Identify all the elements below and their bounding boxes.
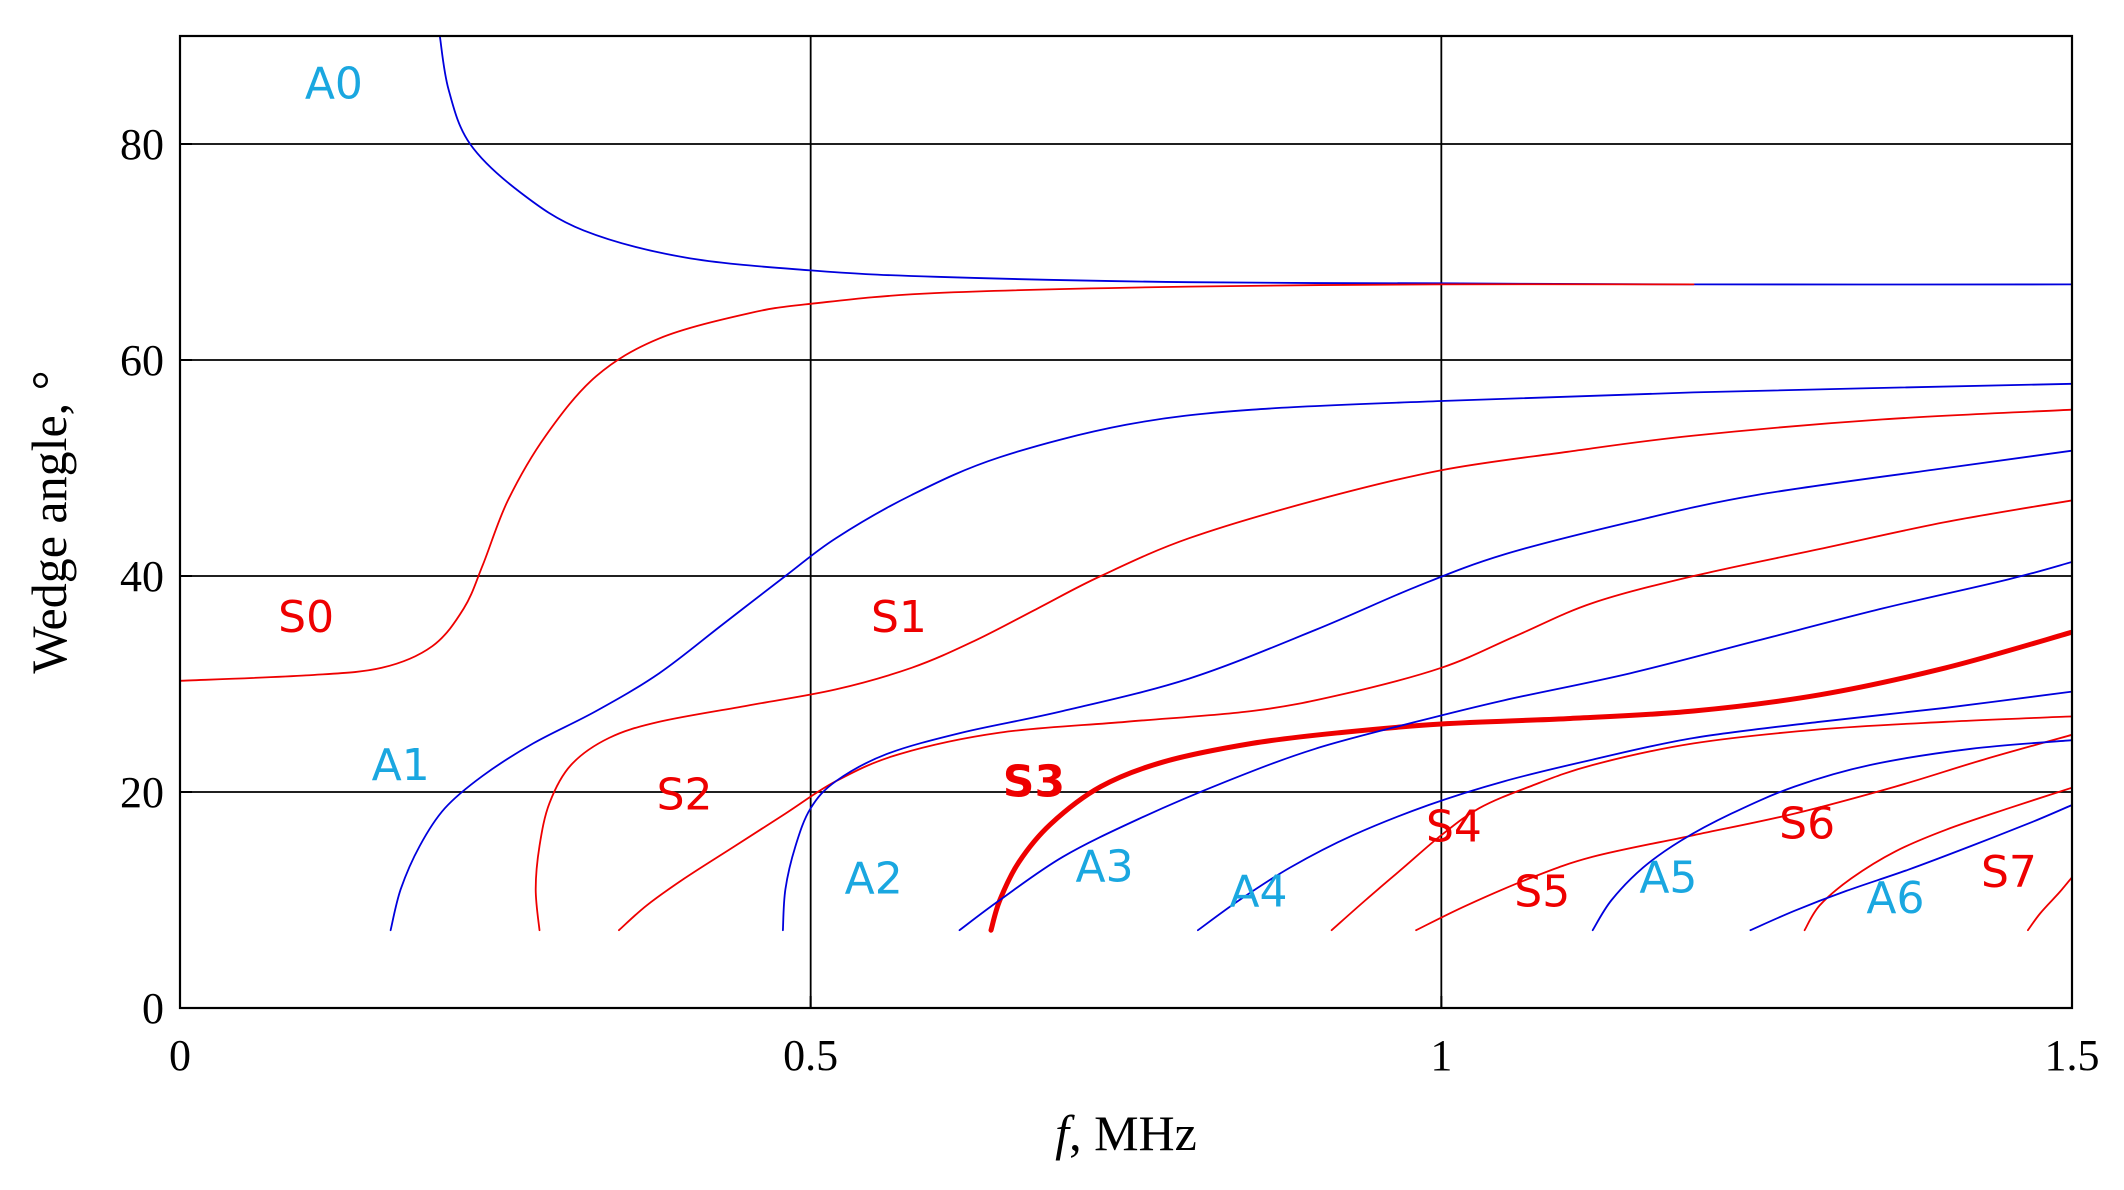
- label-a0: A0: [305, 59, 363, 110]
- y-tick-label-0: 0: [142, 984, 164, 1033]
- curve-s4: [1330, 715, 2072, 932]
- curve-a6: [1749, 804, 2072, 932]
- label-s2: S2: [657, 769, 713, 820]
- curve-s6: [1803, 786, 2072, 932]
- curve-s3: [988, 629, 2072, 933]
- x-axis-title: f, MHz: [1055, 1105, 1197, 1161]
- y-tick-label-80: 80: [120, 120, 164, 169]
- label-a5: A5: [1639, 852, 1697, 903]
- curve-s2: [618, 499, 2072, 932]
- label-s4: S4: [1426, 802, 1482, 853]
- label-s0: S0: [278, 592, 334, 643]
- curve-s7: [2027, 876, 2072, 932]
- label-a2: A2: [845, 854, 903, 905]
- plot-frame: [178, 34, 2074, 1010]
- y-tick-label-20: 20: [120, 768, 164, 817]
- curve-s0: [180, 283, 1695, 682]
- label-s5: S5: [1514, 866, 1570, 917]
- x-axis-title-unit: , MHz: [1069, 1105, 1197, 1161]
- label-a3: A3: [1076, 842, 1134, 893]
- label-a6: A6: [1866, 873, 1924, 924]
- curve-s1: [534, 408, 2072, 932]
- x-tick-label-1.5: 1.5: [2045, 1031, 2100, 1080]
- mode-curves: [180, 36, 2072, 933]
- y-tick-label-60: 60: [120, 336, 164, 385]
- curve-a5: [1591, 739, 2072, 932]
- label-s1: S1: [871, 592, 927, 643]
- label-a4: A4: [1229, 866, 1287, 917]
- label-s6: S6: [1779, 798, 1835, 849]
- y-tick-label-40: 40: [120, 552, 164, 601]
- curve-a1: [389, 382, 2072, 932]
- label-s3: S3: [1003, 756, 1065, 807]
- curve-s5: [1415, 733, 2072, 932]
- curve-a2: [782, 449, 2072, 932]
- x-tick-label-0.5: 0.5: [783, 1031, 838, 1080]
- tick-labels: 0 0.5 1 1.5 0 20 40 60 80: [120, 120, 2100, 1080]
- label-s7: S7: [1981, 847, 2037, 898]
- y-axis-title: Wedge angle, °: [21, 370, 77, 673]
- label-a1: A1: [372, 740, 430, 791]
- curve-a3: [958, 561, 2072, 932]
- grid-lines: [180, 36, 2072, 1008]
- axes-box: [178, 34, 2074, 1010]
- x-tick-label-1: 1: [1430, 1031, 1452, 1080]
- curve-a4: [1197, 690, 2072, 932]
- x-tick-label-0: 0: [169, 1031, 191, 1080]
